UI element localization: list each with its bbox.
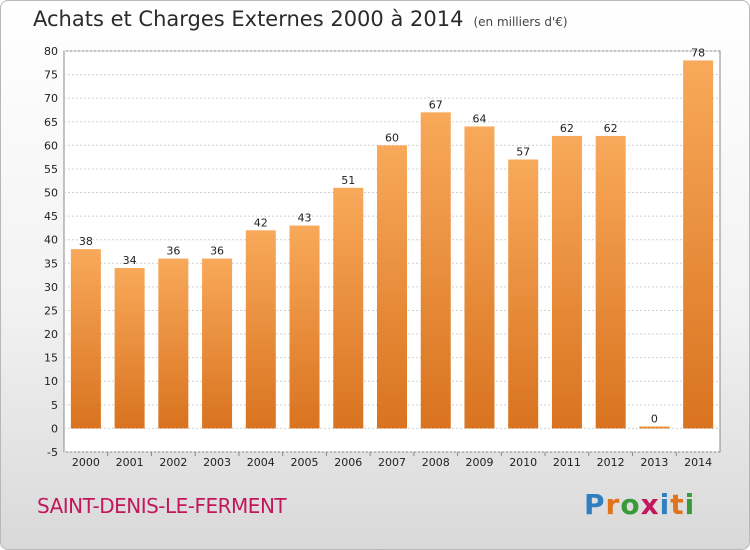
- bar: [508, 159, 539, 429]
- chart-subtitle: (en milliers d'€): [473, 15, 568, 29]
- data-label: 57: [516, 146, 530, 159]
- x-tick-label: 2006: [334, 456, 362, 469]
- bar: [683, 60, 714, 429]
- data-label: 67: [429, 98, 443, 111]
- y-tick-label: 60: [44, 139, 58, 152]
- bar: [551, 135, 582, 429]
- y-tick-label: 0: [51, 422, 58, 435]
- chart-title-text: Achats et Charges Externes 2000 à 2014: [33, 7, 464, 31]
- bar: [595, 135, 626, 429]
- y-tick-label: 15: [44, 352, 58, 365]
- y-tick-label: 30: [44, 281, 58, 294]
- bar: [464, 126, 495, 429]
- y-tick-label: 35: [44, 257, 58, 270]
- x-tick-label: 2014: [684, 456, 712, 469]
- x-tick-label: 2008: [422, 456, 450, 469]
- x-tick-label: 2010: [509, 456, 537, 469]
- brand-logo-letter: x: [640, 488, 660, 521]
- place-name: SAINT-DENIS-LE-FERMENT: [37, 494, 287, 518]
- x-tick-label: 2000: [72, 456, 100, 469]
- data-label: 36: [210, 245, 224, 258]
- bars: 38 34 36 36 42 43 51 60 67 64 57 62 62 0 78: [70, 46, 714, 429]
- y-tick-label: 40: [44, 234, 58, 247]
- data-label: 78: [691, 46, 705, 59]
- x-tick-label: 2007: [378, 456, 406, 469]
- y-tick-label: 75: [44, 69, 58, 82]
- brand-logo-letter: r: [605, 488, 621, 521]
- brand-logo-letter: o: [620, 488, 641, 521]
- x-tick-label: 2004: [247, 456, 275, 469]
- y-tick-label: 20: [44, 328, 58, 341]
- y-axis-ticks: -5 0 5 10 15 20 25 30 35 40 45 50 55 60 65 70 75 80: [44, 45, 58, 459]
- x-tick-label: 2011: [553, 456, 581, 469]
- bar: [158, 258, 189, 429]
- x-tick-label: 2002: [159, 456, 187, 469]
- y-tick-label: 25: [44, 304, 58, 317]
- data-label: 0: [651, 412, 658, 425]
- chart-title: Achats et Charges Externes 2000 à 2014 (e…: [33, 7, 568, 31]
- data-label: 64: [472, 112, 486, 125]
- data-label: 42: [254, 216, 268, 229]
- bar: [333, 187, 364, 429]
- bar: [114, 268, 145, 429]
- x-tick-label: 2013: [640, 456, 668, 469]
- bar: [639, 426, 670, 429]
- y-tick-label: 80: [44, 45, 58, 58]
- y-tick-label: 70: [44, 92, 58, 105]
- data-label: 51: [341, 174, 355, 187]
- brand-logo-letter: P: [584, 488, 606, 521]
- y-tick-label: 45: [44, 210, 58, 223]
- y-tick-label: 65: [44, 116, 58, 129]
- brand-logo-letter: i: [684, 488, 696, 521]
- y-tick-label: 50: [44, 187, 58, 200]
- y-tick-label: 55: [44, 163, 58, 176]
- data-label: 38: [79, 235, 93, 248]
- bar: [245, 230, 276, 429]
- data-label: 62: [604, 122, 618, 135]
- brand-logo: Proxiti: [584, 488, 695, 521]
- x-tick-label: 2009: [465, 456, 493, 469]
- x-tick-label: 2003: [203, 456, 231, 469]
- x-axis-ticks: 2000 2001 2002 2003 2004 2005 2006 2007 2008 2009…: [72, 452, 712, 469]
- y-tick-label: -5: [47, 446, 58, 459]
- data-label: 62: [560, 122, 574, 135]
- bar: [420, 112, 451, 429]
- bar: [289, 225, 320, 429]
- y-tick-label: 10: [44, 375, 58, 388]
- bar: [377, 145, 407, 429]
- x-tick-label: 2005: [291, 456, 319, 469]
- data-label: 34: [123, 254, 137, 267]
- y-tick-label: 5: [51, 399, 58, 412]
- x-tick-label: 2001: [116, 456, 144, 469]
- bar: [70, 249, 101, 429]
- data-label: 36: [166, 245, 180, 258]
- brand-logo-letter: t: [670, 488, 685, 521]
- brand-logo-letter: i: [659, 488, 671, 521]
- data-label: 43: [298, 212, 312, 225]
- x-tick-label: 2012: [597, 456, 625, 469]
- data-label: 60: [385, 131, 399, 144]
- bar: [202, 258, 233, 429]
